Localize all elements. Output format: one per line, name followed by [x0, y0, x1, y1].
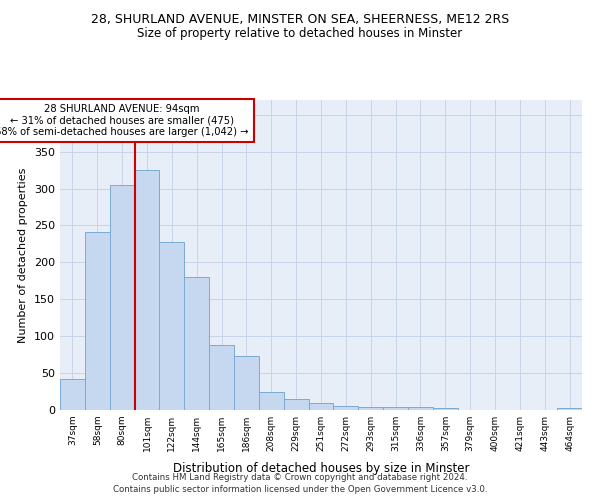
Bar [408, 407, 433, 410]
Bar [284, 399, 308, 410]
Bar [334, 406, 358, 410]
Bar [358, 407, 383, 410]
Bar [160, 242, 184, 410]
Text: Size of property relative to detached houses in Minster: Size of property relative to detached ho… [137, 28, 463, 40]
Bar [259, 392, 284, 410]
Text: Contains public sector information licensed under the Open Government Licence v3: Contains public sector information licen… [113, 486, 487, 494]
X-axis label: Distribution of detached houses by size in Minster: Distribution of detached houses by size … [173, 462, 469, 475]
Bar [110, 185, 134, 410]
Y-axis label: Number of detached properties: Number of detached properties [19, 168, 28, 342]
Bar [60, 379, 85, 410]
Bar [184, 277, 209, 410]
Bar [433, 408, 458, 410]
Text: 28, SHURLAND AVENUE, MINSTER ON SEA, SHEERNESS, ME12 2RS: 28, SHURLAND AVENUE, MINSTER ON SEA, SHE… [91, 12, 509, 26]
Bar [383, 407, 408, 410]
Bar [209, 345, 234, 410]
Text: Contains HM Land Registry data © Crown copyright and database right 2024.: Contains HM Land Registry data © Crown c… [132, 473, 468, 482]
Bar [308, 402, 334, 410]
Bar [85, 232, 110, 410]
Text: 28 SHURLAND AVENUE: 94sqm
← 31% of detached houses are smaller (475)
68% of semi: 28 SHURLAND AVENUE: 94sqm ← 31% of detac… [0, 104, 249, 137]
Bar [134, 170, 160, 410]
Bar [234, 356, 259, 410]
Bar [557, 408, 582, 410]
